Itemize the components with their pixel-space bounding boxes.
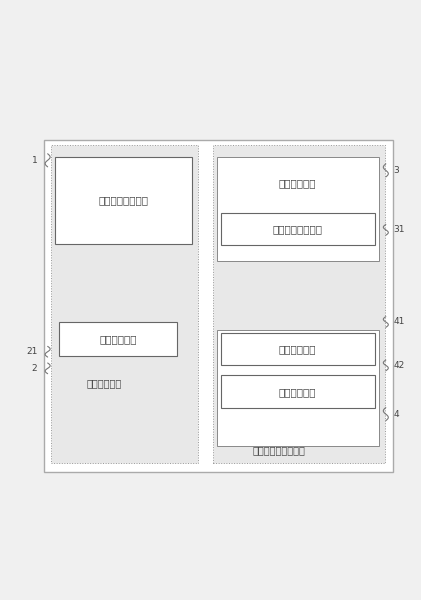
Text: 电流取得模块: 电流取得模块	[87, 378, 122, 388]
Text: 41: 41	[393, 317, 405, 326]
Bar	[221, 376, 375, 408]
Text: 重量取得及显示模块: 重量取得及显示模块	[252, 445, 305, 455]
Bar	[51, 145, 198, 463]
Text: 线径选择模块: 线径选择模块	[279, 178, 317, 188]
Text: 42: 42	[393, 361, 405, 370]
Bar	[217, 330, 379, 446]
Text: 4: 4	[393, 410, 399, 419]
Text: 重量计算单元: 重量计算单元	[279, 387, 317, 397]
Bar	[55, 157, 192, 244]
Text: 电阱计算单元: 电阱计算单元	[99, 334, 137, 344]
Bar	[59, 322, 177, 356]
Bar	[221, 332, 375, 365]
Text: 3: 3	[393, 166, 399, 175]
Bar	[44, 140, 393, 472]
Text: 21: 21	[26, 347, 37, 356]
Text: 直流电压产生模块: 直流电压产生模块	[98, 196, 148, 205]
Text: 长度计算单元: 长度计算单元	[279, 344, 317, 354]
Text: 1: 1	[32, 156, 37, 165]
Bar	[217, 157, 379, 262]
Bar	[221, 212, 375, 245]
Text: 横截面积计算单元: 横截面积计算单元	[273, 224, 323, 234]
Bar	[213, 145, 385, 463]
Text: 2: 2	[32, 364, 37, 373]
Text: 31: 31	[393, 226, 405, 235]
